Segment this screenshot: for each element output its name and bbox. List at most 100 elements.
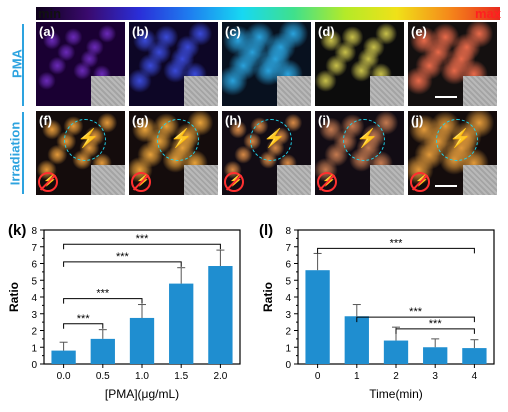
y-tick-label: 2 bbox=[285, 327, 291, 338]
x-axis-label: [PMA](μg/mL) bbox=[105, 387, 179, 401]
no-irradiation-icon: ⚡ bbox=[131, 172, 151, 192]
brightfield-inset bbox=[463, 165, 497, 195]
irradiation-row-bar bbox=[22, 112, 24, 194]
x-tick-label: 2 bbox=[393, 371, 399, 382]
y-tick-label: 3 bbox=[31, 310, 37, 321]
bar bbox=[462, 348, 487, 364]
y-axis-label: Ratio bbox=[7, 282, 21, 312]
irradiation-region-circle bbox=[343, 119, 385, 161]
y-tick-label: 0 bbox=[31, 360, 37, 371]
bar bbox=[344, 316, 369, 364]
bar bbox=[423, 347, 448, 364]
significance-bracket bbox=[317, 247, 475, 254]
y-axis-label: Ratio bbox=[261, 282, 275, 312]
y-tick-label: 1 bbox=[31, 343, 37, 354]
bar bbox=[208, 266, 233, 364]
panel-letter-label: (d) bbox=[318, 24, 335, 39]
y-tick-label: 5 bbox=[31, 276, 37, 287]
y-tick-label: 0 bbox=[285, 360, 291, 371]
significance-bracket bbox=[63, 323, 104, 329]
y-tick-label: 6 bbox=[31, 260, 37, 271]
significance-stars: *** bbox=[77, 313, 91, 325]
scale-bar bbox=[435, 185, 457, 187]
brightfield-inset bbox=[370, 165, 404, 195]
y-tick-label: 4 bbox=[31, 293, 37, 304]
microscopy-panel-j: (j) ⚡ ⚡ bbox=[408, 111, 497, 195]
panel-letter-label: (j) bbox=[411, 113, 424, 128]
lightning-icon: ⚡ bbox=[449, 128, 472, 148]
panel-label-l: (l) bbox=[259, 222, 274, 239]
panel-letter-label: (a) bbox=[39, 24, 55, 39]
no-irradiation-icon: ⚡ bbox=[317, 172, 337, 192]
lightning-icon: ⚡ bbox=[356, 128, 379, 148]
brightfield-inset bbox=[277, 165, 311, 195]
y-tick-label: 8 bbox=[31, 226, 37, 237]
y-tick-label: 8 bbox=[285, 226, 291, 237]
microscopy-panel-g: (g) ⚡ ⚡ bbox=[129, 111, 218, 195]
panel-letter-label: (b) bbox=[132, 24, 149, 39]
significance-stars: *** bbox=[390, 237, 404, 249]
microscopy-panel-b: (b) bbox=[129, 22, 218, 106]
bar-chart-pma-concentration: 0 1 2 3 4 5 6 7 8 0.0 0.5 1.0 1.5 2.0 *** *** *** *** [PMA… bbox=[7, 226, 241, 401]
significance-bracket bbox=[63, 243, 221, 250]
microscopy-panel-f: (f) ⚡ ⚡ bbox=[36, 111, 125, 195]
bar bbox=[51, 350, 76, 364]
no-irradiation-icon: ⚡ bbox=[224, 172, 244, 192]
lightning-icon: ⚡ bbox=[263, 128, 286, 148]
irradiation-region-circle bbox=[157, 119, 199, 161]
irradiation-region-circle bbox=[64, 119, 106, 161]
brightfield-inset bbox=[184, 165, 218, 195]
microscopy-panel-d: (d) bbox=[315, 22, 404, 106]
bar bbox=[90, 338, 115, 364]
significance-stars: *** bbox=[136, 233, 150, 245]
x-tick-label: 4 bbox=[472, 371, 478, 382]
y-tick-label: 1 bbox=[285, 343, 291, 354]
x-tick-label: 3 bbox=[432, 371, 438, 382]
lightning-icon: ⚡ bbox=[170, 128, 193, 148]
brightfield-inset bbox=[91, 76, 125, 106]
y-tick-label: 7 bbox=[285, 243, 291, 254]
y-tick-label: 2 bbox=[31, 327, 37, 338]
lightning-icon: ⚡ bbox=[77, 128, 100, 148]
no-irradiation-icon: ⚡ bbox=[410, 172, 430, 192]
x-tick-label: 0 bbox=[315, 371, 321, 382]
x-tick-label: 2.0 bbox=[213, 371, 227, 382]
x-tick-label: 1 bbox=[354, 371, 360, 382]
row-label-pma: PMA bbox=[9, 49, 25, 78]
panel-label-k: (k) bbox=[8, 222, 27, 239]
significance-stars: *** bbox=[96, 288, 110, 300]
pma-row-bar bbox=[22, 24, 24, 106]
no-irradiation-icon: ⚡ bbox=[38, 172, 58, 192]
significance-bracket bbox=[356, 316, 475, 323]
brightfield-inset bbox=[370, 76, 404, 106]
brightfield-inset bbox=[184, 76, 218, 106]
bar bbox=[129, 317, 155, 364]
intensity-colorbar bbox=[36, 7, 500, 20]
significance-stars: *** bbox=[409, 306, 423, 318]
x-tick-label: 0.0 bbox=[57, 371, 71, 382]
brightfield-inset bbox=[91, 165, 125, 195]
panel-letter-label: (e) bbox=[411, 24, 427, 39]
x-tick-label: 1.5 bbox=[174, 371, 188, 382]
panel-letter-label: (f) bbox=[39, 113, 52, 128]
microscopy-panel-a: (a) bbox=[36, 22, 125, 106]
bar bbox=[305, 270, 330, 364]
colorbar-max-label: max bbox=[475, 6, 502, 21]
y-tick-label: 3 bbox=[285, 310, 291, 321]
y-tick-label: 6 bbox=[285, 260, 291, 271]
irradiation-region-circle bbox=[250, 119, 292, 161]
microscopy-panel-e: (e) bbox=[408, 22, 497, 106]
row-label-irradiation: Irradiation bbox=[7, 121, 23, 186]
bar bbox=[169, 283, 194, 364]
bar-chart-irradiation-time: 0 1 2 3 4 5 6 7 8 0 1 2 3 4 *** *** *** Time(min) Ratio bbox=[261, 226, 495, 401]
brightfield-inset bbox=[463, 76, 497, 106]
significance-bracket bbox=[63, 298, 143, 304]
significance-bracket bbox=[395, 328, 475, 334]
significance-stars: *** bbox=[429, 318, 443, 330]
panel-letter-label: (h) bbox=[225, 113, 242, 128]
microscopy-panel-c: (c) bbox=[222, 22, 311, 106]
irradiation-region-circle bbox=[436, 119, 478, 161]
bar bbox=[383, 340, 409, 364]
y-tick-label: 4 bbox=[285, 293, 291, 304]
y-tick-label: 5 bbox=[285, 276, 291, 287]
